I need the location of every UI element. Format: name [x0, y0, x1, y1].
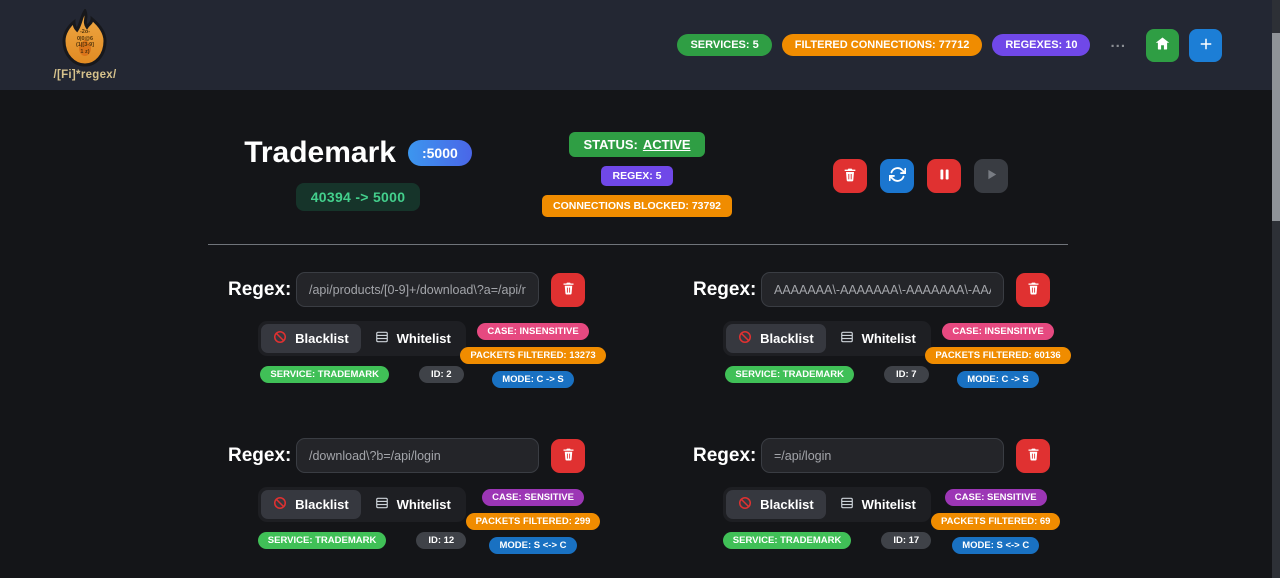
trash-icon: [1026, 281, 1041, 299]
plus-icon: [1197, 35, 1215, 56]
id-badge: ID: 2: [418, 366, 464, 383]
refresh-icon: [888, 166, 906, 186]
list-icon: [375, 330, 389, 347]
case-badge: CASE: SENSITIVE: [944, 489, 1047, 506]
status-badge: STATUS: ACTIVE: [569, 132, 705, 157]
prohibition-icon: [273, 330, 287, 347]
prohibition-icon: [738, 496, 752, 513]
list-mode-toggle: Blacklist Whitelist: [723, 321, 931, 356]
home-button[interactable]: [1146, 28, 1179, 62]
regex-card: Regex:: [228, 438, 601, 554]
trash-icon: [842, 167, 858, 186]
service-badge: SERVICE: TRADEMARK: [722, 532, 852, 549]
packets-filtered-badge: PACKETS FILTERED: 60136: [925, 347, 1071, 364]
delete-regex-button[interactable]: [1016, 272, 1050, 307]
regex-count-badge: REGEX: 5: [601, 166, 673, 186]
refresh-service-button[interactable]: [880, 159, 914, 193]
flame-logo-icon: -2o- 0|0@6 (1|[3-9] 1 z): [58, 7, 112, 67]
regex-input[interactable]: [296, 438, 539, 473]
divider: [208, 244, 1068, 245]
whitelist-button[interactable]: Whitelist: [363, 490, 463, 519]
id-badge: ID: 12: [416, 532, 467, 549]
list-icon: [375, 496, 389, 513]
delete-regex-button[interactable]: [1016, 438, 1050, 473]
regex-label: Regex:: [228, 444, 292, 466]
regex-card: Regex:: [693, 438, 1061, 554]
case-badge: CASE: SENSITIVE: [482, 489, 584, 506]
mode-badge: MODE: S <-> C: [489, 537, 577, 554]
regex-label: Regex:: [693, 444, 757, 466]
mode-badge: MODE: S <-> C: [952, 537, 1040, 554]
packets-filtered-badge: PACKETS FILTERED: 299: [465, 513, 601, 530]
service-overview: Trademark :5000 40394 -> 5000 STATUS: ACT…: [208, 132, 1068, 217]
regex-input[interactable]: [296, 272, 539, 307]
regexes-count-badge: REGEXES: 10: [992, 34, 1091, 56]
port-forward-badge: 40394 -> 5000: [295, 183, 421, 211]
prohibition-icon: [738, 330, 752, 347]
delete-regex-button[interactable]: [551, 438, 585, 473]
trash-icon: [1026, 447, 1041, 465]
blacklist-button[interactable]: Blacklist: [726, 324, 826, 353]
add-service-button[interactable]: [1189, 28, 1222, 62]
whitelist-button[interactable]: Whitelist: [828, 490, 928, 519]
blacklist-button[interactable]: Blacklist: [726, 490, 826, 519]
regex-card: Regex:: [228, 272, 606, 388]
whitelist-button[interactable]: Whitelist: [363, 324, 463, 353]
service-badge: SERVICE: TRADEMARK: [260, 366, 389, 383]
service-port-pill: :5000: [407, 140, 472, 166]
service-badge: SERVICE: TRADEMARK: [257, 532, 387, 549]
start-service-button[interactable]: [974, 159, 1008, 193]
packets-filtered-badge: PACKETS FILTERED: 69: [931, 513, 1061, 530]
regex-input[interactable]: [761, 272, 1004, 307]
id-badge: ID: 7: [883, 366, 929, 383]
logo-caption: /[Fi]*regex/: [53, 69, 117, 81]
header-right: SERVICES: 5 FILTERED CONNECTIONS: 77712 …: [677, 28, 1244, 62]
service-name: Trademark: [244, 136, 396, 169]
trash-icon: [561, 447, 576, 465]
main-content: Trademark :5000 40394 -> 5000 STATUS: ACT…: [0, 132, 1280, 554]
connections-blocked-badge: CONNECTIONS BLOCKED: 73792: [541, 195, 733, 217]
mode-badge: MODE: C -> S: [492, 371, 574, 388]
prohibition-icon: [273, 496, 287, 513]
scrollbar-thumb[interactable]: [1272, 33, 1280, 221]
filtered-connections-badge: FILTERED CONNECTIONS: 77712: [781, 34, 983, 56]
case-badge: CASE: INSENSITIVE: [477, 323, 589, 340]
list-icon: [840, 330, 854, 347]
case-badge: CASE: INSENSITIVE: [942, 323, 1054, 340]
home-icon: [1154, 35, 1171, 55]
pause-icon: [937, 167, 952, 185]
blacklist-button[interactable]: Blacklist: [261, 324, 361, 353]
app-header: -2o- 0|0@6 (1|[3-9] 1 z) /[Fi]*regex/ SE…: [0, 0, 1280, 90]
services-count-badge: SERVICES: 5: [677, 34, 772, 56]
packets-filtered-badge: PACKETS FILTERED: 13273: [460, 347, 606, 364]
whitelist-button[interactable]: Whitelist: [828, 324, 928, 353]
delete-service-button[interactable]: [833, 159, 867, 193]
regex-card: Regex:: [693, 272, 1071, 388]
pause-service-button[interactable]: [927, 159, 961, 193]
mode-badge: MODE: C -> S: [957, 371, 1039, 388]
regex-label: Regex:: [228, 278, 292, 300]
status-value: ACTIVE: [642, 137, 691, 152]
id-badge: ID: 17: [881, 532, 932, 549]
list-mode-toggle: Blacklist Whitelist: [258, 321, 466, 356]
regex-list: Regex:: [228, 272, 1071, 554]
app-logo: -2o- 0|0@6 (1|[3-9] 1 z) /[Fi]*regex/: [46, 7, 124, 81]
play-icon: [984, 167, 999, 185]
regex-label: Regex:: [693, 278, 757, 300]
regex-input[interactable]: [761, 438, 1004, 473]
list-mode-toggle: Blacklist Whitelist: [258, 487, 466, 522]
list-mode-toggle: Blacklist Whitelist: [723, 487, 931, 522]
delete-regex-button[interactable]: [551, 272, 585, 307]
blacklist-button[interactable]: Blacklist: [261, 490, 361, 519]
list-icon: [840, 496, 854, 513]
more-menu[interactable]: ...: [1110, 33, 1126, 51]
service-actions: [766, 159, 1068, 193]
trash-icon: [561, 281, 576, 299]
service-badge: SERVICE: TRADEMARK: [725, 366, 854, 383]
page-scrollbar[interactable]: [1272, 0, 1280, 578]
